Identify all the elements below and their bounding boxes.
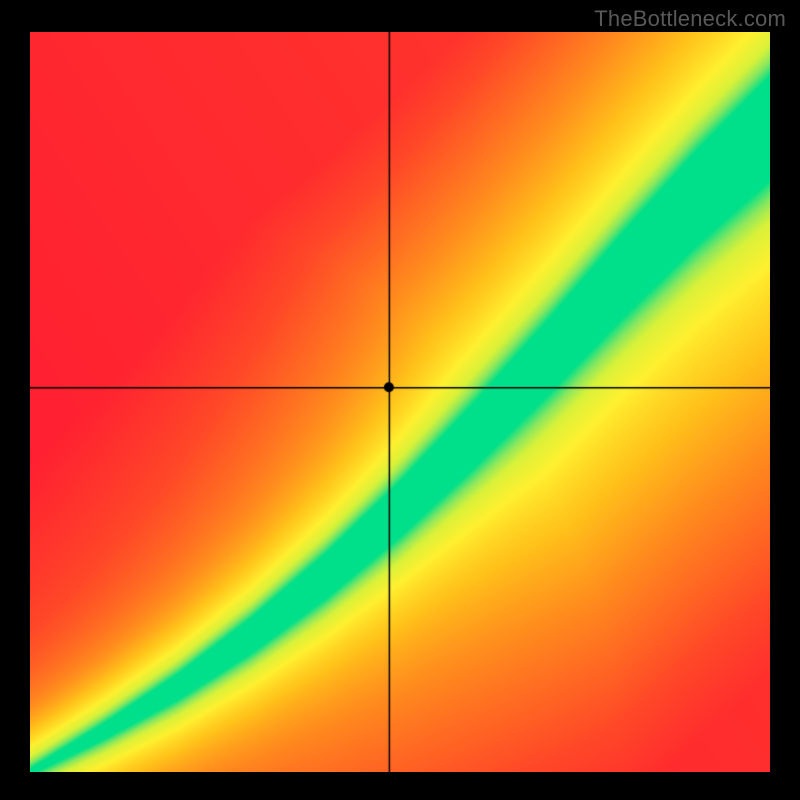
heatmap-canvas bbox=[30, 32, 770, 772]
heatmap-plot bbox=[30, 32, 770, 772]
chart-container: TheBottleneck.com bbox=[0, 0, 800, 800]
watermark-text: TheBottleneck.com bbox=[594, 6, 786, 32]
